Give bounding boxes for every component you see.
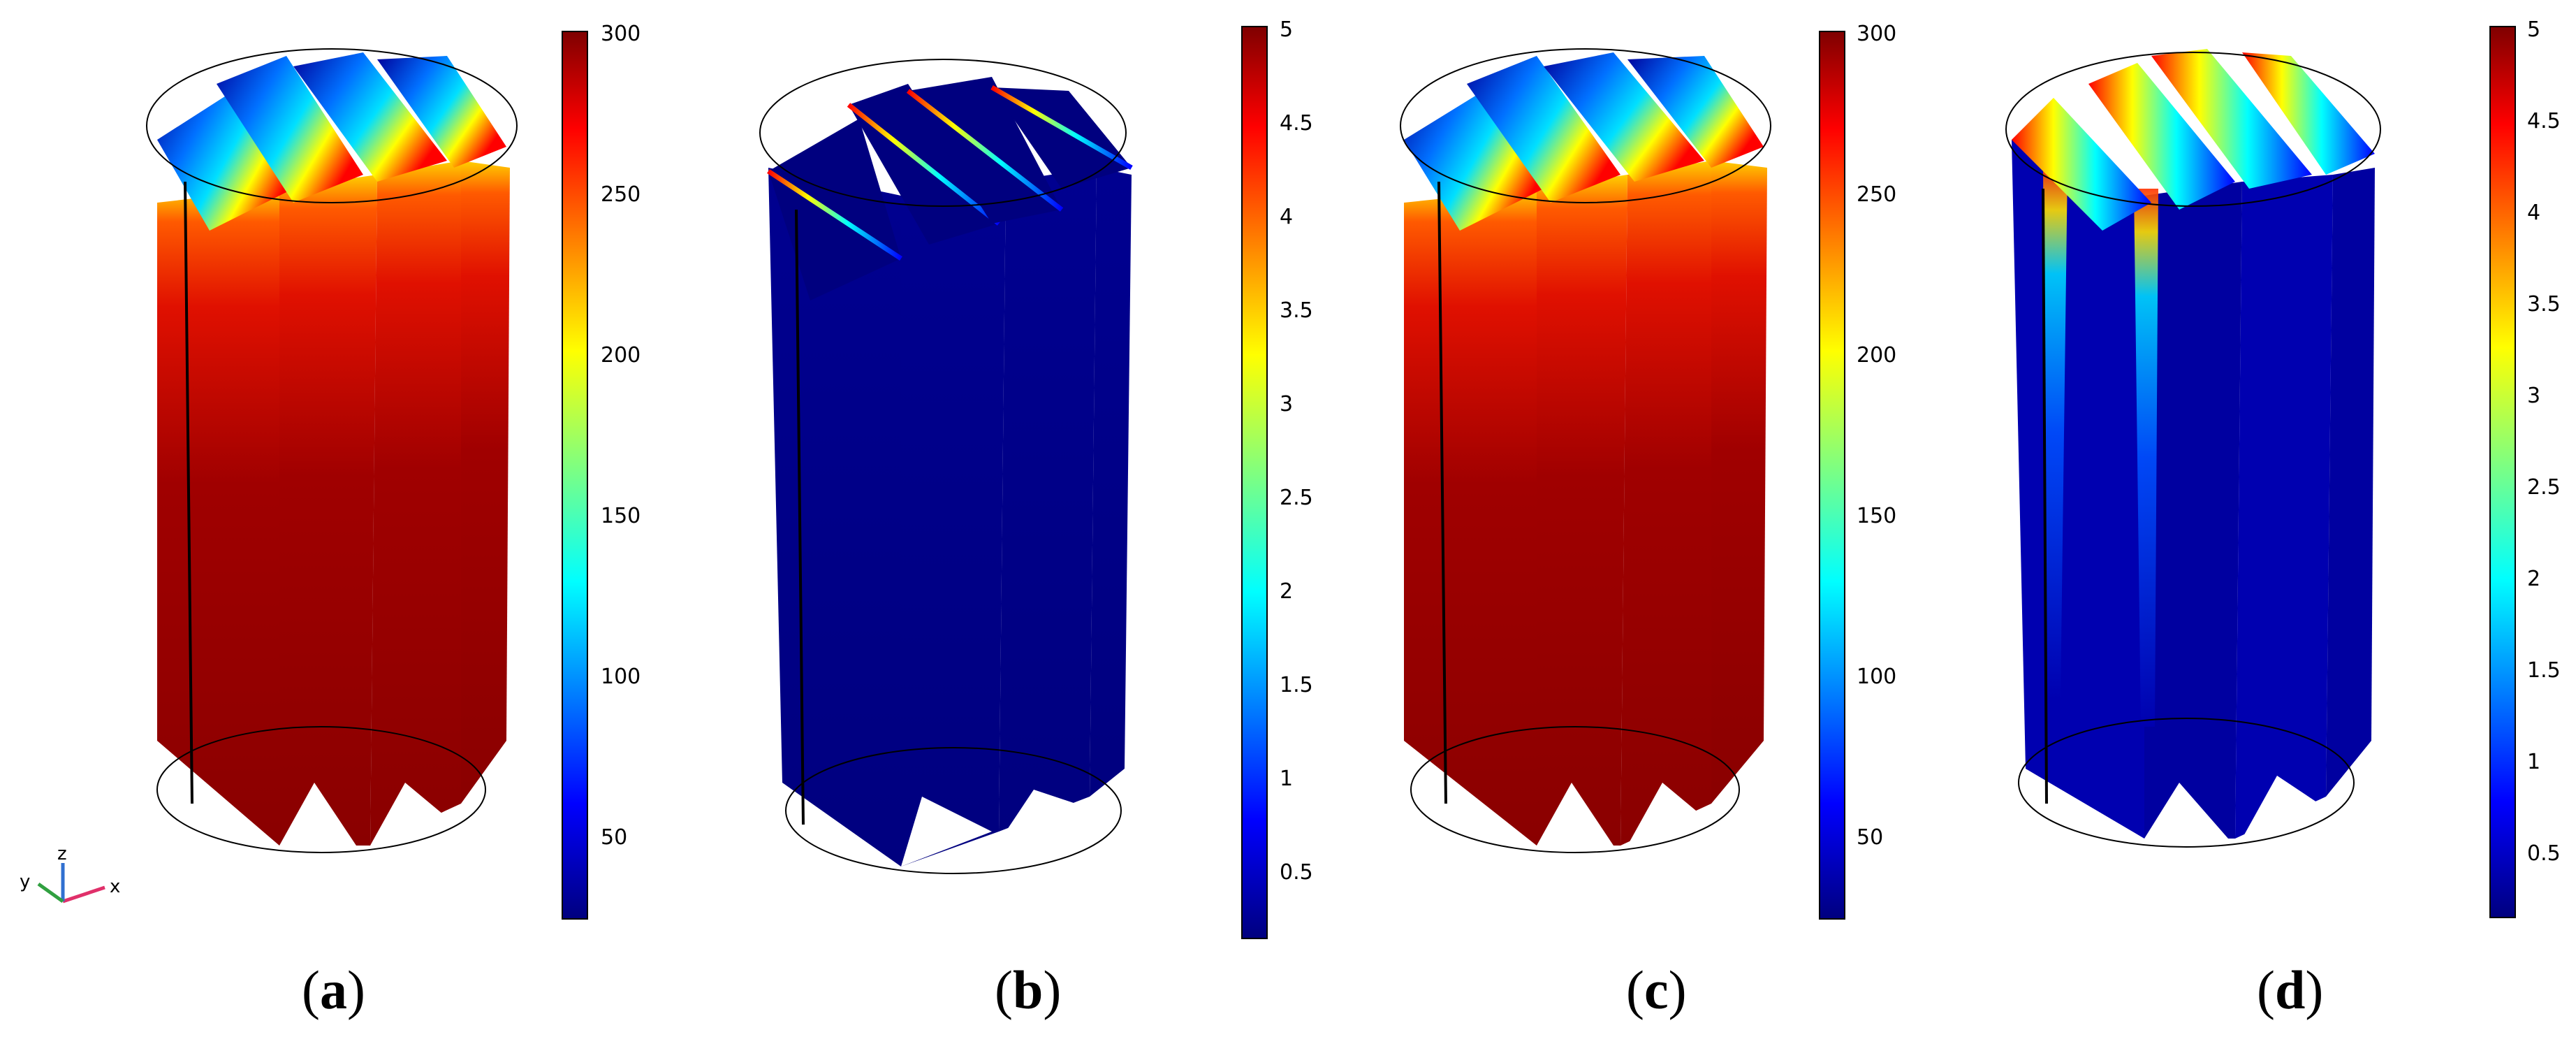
colorbar-tick: 1.5 [1280,673,1313,697]
colorbar-tick: 4 [1280,205,1293,229]
panel-a-cylinder [146,48,518,853]
colorbar-tick: 100 [1857,665,1896,689]
colorbar-tick: 200 [601,343,641,368]
panel-c-label: (c) [1626,959,1687,1020]
panel-c-plot: 300 250 200 150 100 50 [1400,22,1896,920]
colorbar-tick: 2.5 [2527,475,2561,500]
colorbar-tick: 3.5 [2527,292,2561,317]
axis-z-label: z [57,843,67,864]
colorbar-tick: 1.5 [2527,658,2561,683]
colorbar-tick: 250 [1857,182,1896,207]
panel-d-plot: 5 4.5 4 3.5 3 2.5 2 1.5 1 0.5 [2005,17,2561,918]
panel-a-colorbar: 300 250 200 150 100 50 [562,22,641,920]
colorbar-tick: 3 [2527,384,2540,408]
panel-d-cylinder [2005,49,2381,848]
colorbar-tick: 0.5 [1280,860,1313,885]
colorbar-tick: 150 [601,504,641,528]
axis-triad: x z y [20,843,120,904]
colorbar-tick: 2 [2527,567,2540,591]
colorbar-tick: 50 [601,825,627,850]
colorbar-tick: 3 [1280,392,1293,416]
axis-x-label: x [110,876,120,897]
panel-a-label: (a) [302,959,365,1020]
colorbar-tick: 100 [601,665,641,689]
panel-b-colorbar: 5 4.5 4 3.5 3 2.5 2 1.5 1 0.5 [1241,17,1313,939]
panel-d-label: (d) [2257,959,2324,1020]
panel-d-colorbar: 5 4.5 4 3.5 3 2.5 2 1.5 1 0.5 [2489,17,2561,918]
panel-c-colorbar: 300 250 200 150 100 50 [1819,22,1896,920]
colorbar-tick: 1 [1280,767,1293,791]
colorbar-tick: 200 [1857,343,1896,368]
panel-c-cylinder [1400,48,1771,853]
colorbar-tick: 4.5 [1280,111,1313,136]
colorbar-tick: 5 [1280,17,1293,42]
axis-y-label: y [20,871,30,892]
colorbar-tick: 3.5 [1280,298,1313,323]
panel-b-plot: 5 4.5 4 3.5 3 2.5 2 1.5 1 0.5 [759,17,1313,939]
colorbar-tick: 50 [1857,825,1883,850]
colorbar-tick: 0.5 [2527,841,2561,866]
colorbar-tick: 250 [601,182,641,207]
panel-a-plot: 300 250 200 150 100 50 x z y [20,22,641,920]
colorbar-tick: 2 [1280,579,1293,604]
colorbar-tick: 4 [2527,201,2540,225]
panel-b-label: (b) [995,959,1062,1020]
colorbar-tick: 300 [1857,22,1896,46]
colorbar-tick: 1 [2527,750,2540,774]
colorbar-tick: 4.5 [2527,109,2561,133]
colorbar-tick: 300 [601,22,641,46]
colorbar-tick: 5 [2527,17,2540,42]
panel-b-cylinder [759,59,1133,874]
colorbar-tick: 150 [1857,504,1896,528]
colorbar-tick: 2.5 [1280,486,1313,510]
